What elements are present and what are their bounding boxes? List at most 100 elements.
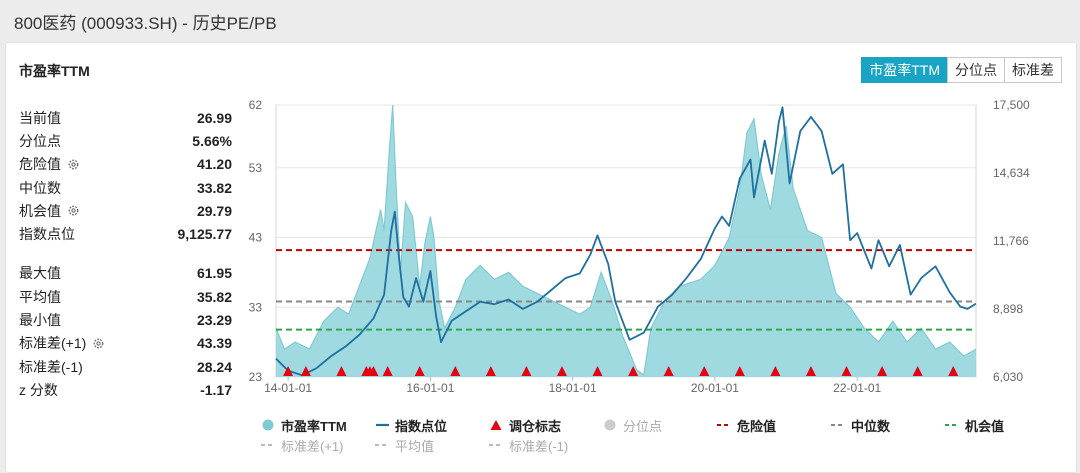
rebalance-marker[interactable]: [805, 366, 816, 376]
page-title: 800医药 (000933.SH) - 历史PE/PB: [14, 14, 277, 33]
rebalance-marker[interactable]: [841, 366, 852, 376]
stat-value: 43.39: [196, 335, 232, 352]
x-axis-tick-label: 14-01-01: [264, 381, 312, 395]
line-icon: [376, 423, 389, 427]
left-axis-tick-label: 43: [249, 231, 263, 245]
legend-row: 标准差(+1) 平均值 标准差(-1): [261, 435, 1061, 455]
stat-value: 41.20: [196, 156, 232, 173]
dashed-line-icon: [717, 424, 731, 426]
settings-gear-icon[interactable]: [92, 337, 105, 350]
x-axis-tick-label: 20-01-01: [691, 381, 739, 395]
stat-median: 中位数 33.82: [19, 176, 232, 199]
rebalance-marker[interactable]: [414, 366, 425, 376]
legend-item-opportunity[interactable]: 机会值: [945, 416, 1055, 435]
rebalance-marker[interactable]: [592, 366, 603, 376]
dashed-line-icon: [489, 444, 503, 446]
tab-std-dev[interactable]: 标准差: [1004, 57, 1062, 83]
rebalance-marker[interactable]: [699, 366, 710, 376]
x-axis-tick-label: 22-01-01: [833, 381, 881, 395]
stat-value: 35.82: [196, 288, 232, 305]
circle-icon: [604, 419, 616, 431]
stat-value: 23.29: [196, 312, 232, 329]
rebalance-marker[interactable]: [485, 366, 496, 376]
rebalance-marker[interactable]: [336, 366, 347, 376]
stat-std-plus: 标准差(+1) 43.39: [19, 332, 232, 355]
legend-row: 市盈率TTM 指数点位 调仓标志 分位点 危险值 中位数: [261, 415, 1061, 435]
legend-item-danger[interactable]: 危险值: [717, 416, 827, 435]
pe-history-chart[interactable]: 23 33 43 53 62 6,030 8,898 11,766 14,634 17,500 14…: [236, 95, 1030, 395]
legend-item-std-plus[interactable]: 标准差(+1): [261, 436, 371, 455]
stat-label: 最小值: [19, 312, 61, 329]
rebalance-marker[interactable]: [948, 366, 959, 376]
stat-label: 机会值: [19, 202, 61, 219]
rebalance-marker[interactable]: [734, 366, 745, 376]
chart-legend: 市盈率TTM 指数点位 调仓标志 分位点 危险值 中位数: [261, 415, 1061, 455]
stat-current: 当前值 26.99: [19, 106, 232, 129]
rebalance-marker[interactable]: [556, 366, 567, 376]
stat-opportunity: 机会值 29.79: [19, 199, 232, 222]
metric-tabs: 市盈率TTM 分位点 标准差: [861, 57, 1062, 83]
chart-card: 市盈率TTM 市盈率TTM 分位点 标准差 当前值 26.99 分位点 5.66…: [5, 42, 1077, 473]
stat-value: 9,125.77: [177, 226, 233, 243]
legend-item-pe[interactable]: 市盈率TTM: [261, 416, 371, 435]
dashed-line-icon: [261, 444, 275, 446]
dashed-line-icon: [375, 444, 389, 446]
series-pe-area: [276, 105, 976, 377]
stat-std-minus: 标准差(-1) 28.24: [19, 355, 232, 378]
rebalance-marker[interactable]: [300, 366, 311, 376]
legend-item-median[interactable]: 中位数: [831, 416, 941, 435]
legend-item-index[interactable]: 指数点位: [375, 416, 485, 435]
stat-value: -1.17: [200, 381, 232, 398]
right-axis-tick-label: 14,634: [993, 166, 1030, 180]
dashed-line-icon: [831, 424, 845, 426]
stat-label: 标准差(-1): [19, 358, 83, 375]
stat-label: 平均值: [19, 288, 61, 305]
series-pe-line: [275, 104, 977, 376]
tab-pe-ttm[interactable]: 市盈率TTM: [861, 57, 948, 83]
left-axis-tick-label: 53: [249, 161, 263, 175]
rebalance-marker[interactable]: [628, 366, 639, 376]
rebalance-marker[interactable]: [770, 366, 781, 376]
stat-danger: 危险值 41.20: [19, 153, 232, 176]
legend-item-std-minus[interactable]: 标准差(-1): [489, 436, 599, 455]
left-axis-tick-label: 62: [249, 98, 263, 112]
left-axis-tick-label: 33: [249, 300, 263, 314]
stat-value: 33.82: [196, 179, 232, 196]
rebalance-marker[interactable]: [368, 366, 379, 376]
rebalance-marker[interactable]: [663, 366, 674, 376]
dashed-line-icon: [945, 424, 959, 426]
rebalance-marker[interactable]: [912, 366, 923, 376]
x-axis-tick-label: 16-01-01: [406, 381, 454, 395]
circle-icon: [262, 419, 274, 431]
rebalance-marker[interactable]: [521, 366, 532, 376]
stat-max: 最大值 61.95: [19, 262, 232, 285]
stat-value: 26.99: [196, 109, 232, 126]
stat-value: 29.79: [196, 202, 232, 219]
triangle-icon: [490, 420, 502, 430]
x-axis-tick-label: 18-01-01: [549, 381, 597, 395]
stat-label: 指数点位: [19, 226, 75, 243]
settings-gear-icon[interactable]: [67, 204, 80, 217]
legend-item-rebalance[interactable]: 调仓标志: [489, 416, 599, 435]
legend-item-mean[interactable]: 平均值: [375, 436, 485, 455]
right-axis-tick-label: 11,766: [993, 234, 1029, 248]
stat-label: 危险值: [19, 156, 61, 173]
stat-value: 5.66%: [192, 132, 232, 149]
stat-label: 最大值: [19, 265, 61, 282]
settings-gear-icon[interactable]: [67, 158, 80, 171]
stat-value: 28.24: [196, 358, 232, 375]
rebalance-marker[interactable]: [382, 366, 393, 376]
stats-panel: 当前值 26.99 分位点 5.66% 危险值 41.20 中位数 33.82 …: [19, 106, 232, 402]
left-axis-tick-label: 23: [249, 370, 263, 384]
rebalance-marker[interactable]: [283, 366, 294, 376]
stat-percentile: 分位点 5.66%: [19, 129, 232, 152]
stat-zscore: z 分数 -1.17: [19, 378, 232, 401]
tab-percentile[interactable]: 分位点: [947, 57, 1005, 83]
legend-item-percentile[interactable]: 分位点: [603, 416, 713, 435]
rebalance-marker[interactable]: [877, 366, 888, 376]
rebalance-marker[interactable]: [450, 366, 461, 376]
window-titlebar: 800医药 (000933.SH) - 历史PE/PB: [0, 0, 1080, 38]
stat-label: 中位数: [19, 179, 61, 196]
series-index-line: [275, 106, 977, 377]
stat-label: z 分数: [19, 381, 58, 398]
